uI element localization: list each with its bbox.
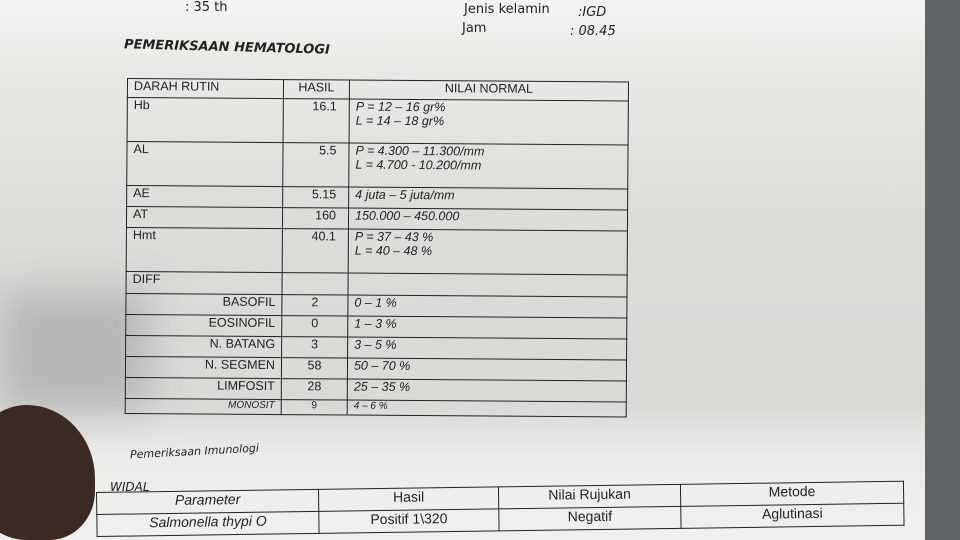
- age-value: : 35 th: [185, 0, 228, 15]
- result: 58: [281, 357, 348, 380]
- result-cell: Positif 1\320: [318, 508, 500, 534]
- test-name: Hmt: [126, 227, 283, 273]
- normal-range: 25 – 35 %: [347, 379, 627, 402]
- parameter-cell: Salmonella thypi O: [96, 511, 320, 537]
- col-header: HASIL: [283, 79, 350, 100]
- normal-range: L = 40 – 48 %: [354, 243, 433, 259]
- normal-range: 3 – 5 %: [347, 337, 627, 360]
- normal-range: L = 4.700 - 10.200/mm: [355, 157, 482, 173]
- result: 2: [281, 294, 348, 317]
- table-row: MONOSIT 9 4 – 6 %: [125, 398, 627, 417]
- gender-label: Jenis kelamin: [464, 2, 550, 17]
- test-name: AL: [126, 141, 284, 187]
- result: 3: [281, 336, 348, 359]
- result: 5.5: [282, 142, 350, 188]
- diff-name: N. SEGMEN: [125, 356, 282, 379]
- col-header: Hasil: [318, 486, 499, 512]
- diff-name: MONOSIT: [125, 398, 282, 415]
- result: 16.1: [283, 98, 350, 144]
- table-row: Hb 16.1 P = 12 – 16 gr% L = 14 – 18 gr%: [127, 97, 629, 145]
- normal-range: 50 – 70 %: [347, 358, 627, 381]
- diff-name: EOSINOFIL: [125, 314, 282, 337]
- shadow: [0, 290, 150, 410]
- table-row: Hmt 40.1 P = 37 – 43 % L = 40 – 48 %: [126, 227, 628, 275]
- normal-range: 1 – 3 %: [347, 316, 627, 339]
- test-name: Hb: [127, 97, 284, 143]
- table-row: AL 5.5 P = 4.300 – 11.300/mm L = 4.700 - 10…: [126, 141, 629, 189]
- normal-range: L = 14 – 18 gr%: [355, 113, 445, 129]
- col-header: Parameter: [96, 489, 319, 515]
- col-header: Nilai Rujukan: [498, 484, 681, 509]
- gender-value: :IGD: [578, 5, 607, 20]
- test-name: AE: [126, 185, 283, 208]
- diff-label: DIFF: [125, 271, 283, 295]
- result: 9: [281, 399, 348, 416]
- method-cell: Aglutinasi: [680, 503, 905, 529]
- test-name: AT: [126, 206, 283, 229]
- result: 5.15: [282, 186, 349, 209]
- time-value: : 08.45: [570, 24, 616, 39]
- col-header: DARAH RUTIN: [127, 78, 284, 99]
- col-header: Metode: [680, 481, 904, 507]
- normal-range: 4 – 6 %: [347, 400, 627, 417]
- normal-range: 4 juta – 5 juta/mm: [355, 187, 455, 203]
- diff-name: N. BATANG: [125, 335, 282, 358]
- reference-cell: Negatif: [498, 506, 682, 531]
- normal-range: 0 – 1 %: [347, 295, 627, 318]
- lab-report-paper: [0, 0, 925, 540]
- col-header: NILAI NORMAL: [349, 80, 629, 102]
- diff-name: LIMFOSIT: [125, 377, 282, 400]
- result: 28: [281, 378, 348, 401]
- normal-range: 150.000 – 450.000: [354, 208, 460, 224]
- diff-name: BASOFIL: [125, 293, 282, 316]
- result: 40.1: [282, 228, 349, 274]
- widal-label: WIDAL: [110, 480, 150, 494]
- result: 0: [281, 315, 348, 338]
- hematology-table: DARAH RUTIN HASIL NILAI NORMAL Hb 16.1 P = 1…: [125, 78, 629, 417]
- result: 160: [282, 207, 349, 230]
- time-label: Jam: [462, 21, 487, 36]
